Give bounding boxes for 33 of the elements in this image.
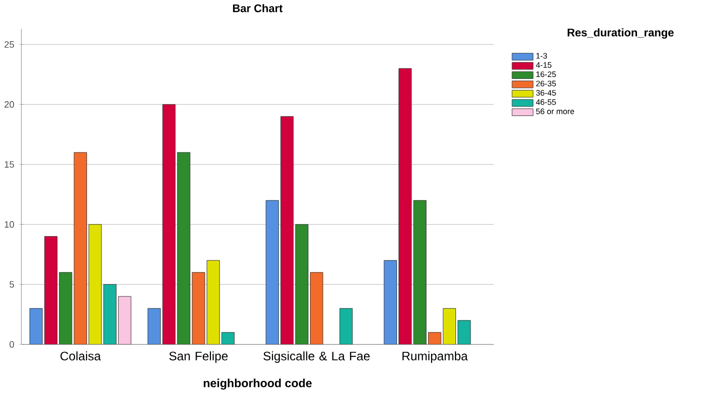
- y-tick-label: 10: [4, 221, 14, 228]
- x-tick-label: Colaisa: [60, 351, 101, 360]
- bar: [295, 224, 308, 344]
- bar: [162, 104, 176, 344]
- bar: [266, 200, 279, 344]
- legend-label: 26-35: [536, 80, 556, 86]
- legend-label: 1-3: [536, 52, 547, 58]
- bar: [340, 308, 353, 344]
- chart-title: Bar Chart: [233, 4, 283, 12]
- bar: [59, 272, 72, 344]
- bar: [148, 308, 161, 344]
- bar: [413, 200, 426, 344]
- bar: [384, 260, 397, 344]
- legend-label: 56 or more: [536, 108, 574, 114]
- y-tick-label: 20: [4, 101, 14, 108]
- x-tick-label: Sigsicalle & La Fae: [263, 351, 370, 363]
- bar: [30, 308, 43, 344]
- legend-label: 4-15: [536, 62, 552, 68]
- y-tick-label: 25: [4, 41, 14, 48]
- x-tick-label: San Felipe: [169, 351, 228, 363]
- y-tick-label: 5: [10, 281, 14, 288]
- x-tick-label: Rumipamba: [402, 351, 468, 363]
- bar: [177, 152, 190, 344]
- y-tick-label: 15: [4, 161, 14, 168]
- x-axis-title: neighborhood code: [204, 378, 312, 390]
- bar: [44, 236, 58, 344]
- legend-title: Res_duration_range: [568, 28, 674, 39]
- legend-label: 16-25: [536, 71, 556, 77]
- legend-label: 36-45: [536, 90, 556, 96]
- bar: [398, 68, 412, 344]
- y-tick-label: 0: [10, 340, 14, 348]
- bar: [280, 116, 294, 344]
- legend-label: 46-55: [536, 99, 556, 105]
